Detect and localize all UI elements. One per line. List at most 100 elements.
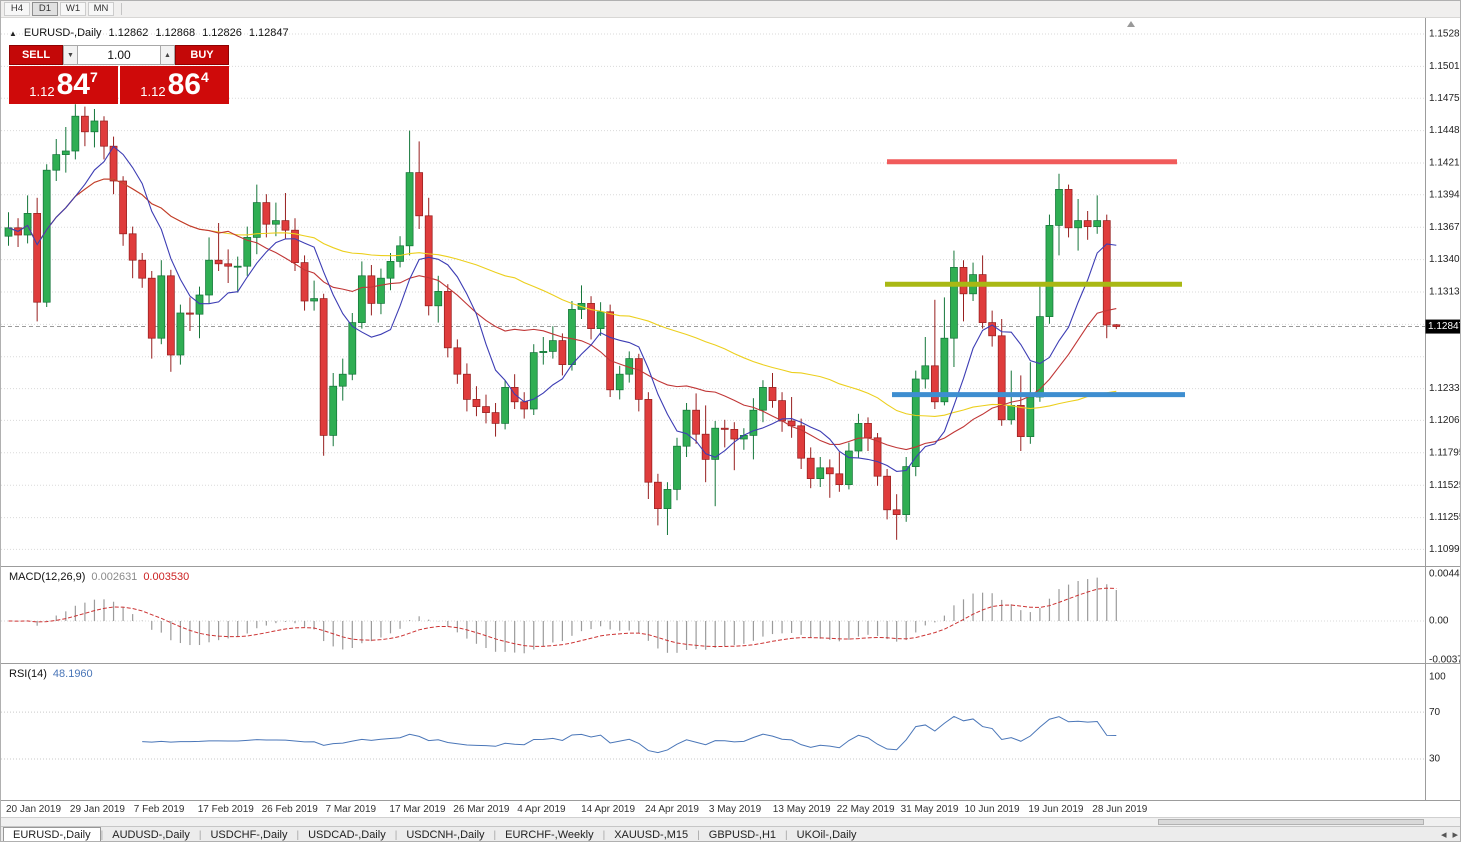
chart-hscrollbar[interactable] bbox=[1, 817, 1460, 826]
ask-main-digits: 86 bbox=[167, 68, 201, 101]
volume-input[interactable] bbox=[78, 45, 160, 65]
chart-tabs-bar: EURUSD-,Daily | AUDUSD-,Daily | USDCHF-,Dail… bbox=[1, 826, 1460, 841]
ask-price-display[interactable]: 1.12 86 4 bbox=[120, 66, 229, 104]
svg-text:70: 70 bbox=[1429, 707, 1441, 718]
svg-text:30: 30 bbox=[1429, 754, 1441, 765]
sell-button[interactable]: SELL bbox=[9, 45, 63, 65]
buy-button[interactable]: BUY bbox=[175, 45, 229, 65]
svg-text:1.13945: 1.13945 bbox=[1429, 189, 1461, 200]
svg-text:1.12847: 1.12847 bbox=[1428, 321, 1461, 332]
chart-tab-eurusd[interactable]: EURUSD-,Daily bbox=[3, 827, 101, 841]
svg-text:1.12330: 1.12330 bbox=[1429, 383, 1461, 394]
current-price-tag: 1.12847 bbox=[1425, 319, 1461, 334]
tab-separator: | bbox=[296, 829, 300, 841]
quote-close: 1.12847 bbox=[248, 27, 289, 39]
svg-text:0.004465: 0.004465 bbox=[1429, 569, 1461, 580]
bid-price-display[interactable]: 1.12 84 7 bbox=[9, 66, 118, 104]
svg-text:14 Apr 2019: 14 Apr 2019 bbox=[581, 804, 635, 815]
tab-separator: | bbox=[785, 829, 788, 841]
bid-prefix: 1.12 bbox=[29, 84, 55, 99]
chart-tab-eurchf[interactable]: EURCHF-,Weekly bbox=[505, 829, 594, 841]
macd-signal-line bbox=[8, 587, 1117, 648]
quote-open: 1.12862 bbox=[108, 27, 149, 39]
fast-ma-line bbox=[8, 145, 1117, 472]
period-buttons: H4 D1 W1 MN bbox=[4, 2, 114, 16]
macd-axis: 0.004465 0.00 -0.003715 bbox=[1429, 569, 1461, 666]
svg-text:1.11525: 1.11525 bbox=[1429, 480, 1461, 491]
tab-scroll-left-icon[interactable]: ◂ bbox=[1440, 829, 1447, 841]
quote-high: 1.12868 bbox=[155, 27, 196, 39]
macd-indicator-label: MACD(12,26,9) 0.002631 0.003530 bbox=[9, 571, 189, 583]
svg-text:22 May 2019: 22 May 2019 bbox=[837, 804, 895, 815]
rsi-line bbox=[142, 715, 1117, 754]
tab-separator: | bbox=[697, 829, 700, 841]
svg-text:7 Mar 2019: 7 Mar 2019 bbox=[326, 804, 377, 815]
period-toolbar: H4 D1 W1 MN bbox=[1, 1, 1460, 18]
rsi-name: RSI(14) bbox=[9, 668, 47, 680]
mid-ma-line bbox=[8, 178, 1117, 451]
period-button-mn[interactable]: MN bbox=[88, 2, 114, 16]
chart-tab-usdchf[interactable]: USDCHF-,Daily bbox=[210, 829, 288, 841]
svg-text:7 Feb 2019: 7 Feb 2019 bbox=[134, 804, 185, 815]
macd-signal-value: 0.003530 bbox=[143, 571, 190, 583]
ask-prefix: 1.12 bbox=[140, 84, 166, 99]
period-button-h4[interactable]: H4 bbox=[4, 2, 30, 16]
chart-tab-xauusd[interactable]: XAUUSD-,M15 bbox=[614, 829, 689, 841]
period-button-d1[interactable]: D1 bbox=[32, 2, 58, 16]
ask-pip-digit: 4 bbox=[200, 69, 209, 85]
chart-symbol-title: EURUSD-,Daily bbox=[23, 27, 102, 39]
svg-text:26 Feb 2019: 26 Feb 2019 bbox=[262, 804, 319, 815]
chart-hscroll-thumb[interactable] bbox=[1158, 819, 1424, 825]
tab-separator: | bbox=[100, 829, 104, 841]
tab-separator: | bbox=[394, 829, 398, 841]
macd-histogram bbox=[17, 577, 1117, 654]
svg-text:1.14480: 1.14480 bbox=[1429, 125, 1461, 136]
svg-text:1.15015: 1.15015 bbox=[1429, 61, 1461, 72]
svg-text:0.00: 0.00 bbox=[1429, 616, 1449, 627]
tab-separator: | bbox=[198, 829, 202, 841]
period-button-w1[interactable]: W1 bbox=[60, 2, 86, 16]
svg-text:28 Jun 2019: 28 Jun 2019 bbox=[1092, 804, 1147, 815]
svg-text:13 May 2019: 13 May 2019 bbox=[773, 804, 831, 815]
price-axis[interactable]: 1.15285 1.15015 1.14750 1.14480 1.14210 1.139… bbox=[1429, 29, 1461, 555]
quote-low: 1.12826 bbox=[202, 27, 242, 39]
date-axis[interactable]: 20 Jan 2019 29 Jan 2019 7 Feb 2019 17 Feb 2… bbox=[6, 804, 1148, 815]
svg-text:1.10990: 1.10990 bbox=[1429, 544, 1461, 555]
svg-text:1.14750: 1.14750 bbox=[1429, 93, 1461, 104]
svg-text:20 Jan 2019: 20 Jan 2019 bbox=[6, 804, 61, 815]
svg-text:24 Apr 2019: 24 Apr 2019 bbox=[645, 804, 699, 815]
chart-tab-gbpusd[interactable]: GBPUSD-,H1 bbox=[708, 829, 777, 841]
svg-text:4 Apr 2019: 4 Apr 2019 bbox=[517, 804, 566, 815]
bid-main-digits: 84 bbox=[56, 68, 90, 101]
svg-text:29 Jan 2019: 29 Jan 2019 bbox=[70, 804, 125, 815]
svg-text:1.13135: 1.13135 bbox=[1429, 287, 1461, 298]
collapse-arrow-icon[interactable]: ▲ bbox=[9, 28, 17, 38]
chart-tab-audusd[interactable]: AUDUSD-,Daily bbox=[112, 829, 190, 841]
svg-text:1.14210: 1.14210 bbox=[1429, 158, 1461, 169]
candles bbox=[4, 104, 1121, 540]
tab-separator: | bbox=[602, 829, 606, 841]
svg-text:26 Mar 2019: 26 Mar 2019 bbox=[453, 804, 510, 815]
svg-text:1.11255: 1.11255 bbox=[1429, 512, 1461, 523]
svg-text:100: 100 bbox=[1429, 672, 1446, 683]
svg-text:17 Mar 2019: 17 Mar 2019 bbox=[389, 804, 446, 815]
chart-tab-usdcad[interactable]: USDCAD-,Daily bbox=[308, 829, 386, 841]
chart-tabs: EURUSD-,Daily | AUDUSD-,Daily | USDCHF-,Dail… bbox=[3, 827, 866, 841]
svg-text:19 Jun 2019: 19 Jun 2019 bbox=[1028, 804, 1083, 815]
tab-separator: | bbox=[493, 829, 497, 841]
chart-tab-ukoil[interactable]: UKOil-,Daily bbox=[796, 829, 857, 841]
volume-decrease-button[interactable]: ▼ bbox=[63, 45, 78, 65]
bid-pip-digit: 7 bbox=[89, 69, 98, 85]
macd-main-value: 0.002631 bbox=[91, 571, 138, 583]
svg-text:-0.003715: -0.003715 bbox=[1429, 655, 1461, 666]
chart-tab-usdcnh[interactable]: USDCNH-,Daily bbox=[406, 829, 485, 841]
svg-text:1.11795: 1.11795 bbox=[1429, 447, 1461, 458]
one-click-trading-panel: SELL ▼ ▲ BUY 1.12 84 7 1.12 86 4 bbox=[9, 45, 229, 104]
chart-shift-marker-icon[interactable] bbox=[1127, 21, 1135, 27]
toolbar-separator bbox=[121, 3, 122, 15]
volume-increase-button[interactable]: ▲ bbox=[160, 45, 175, 65]
tab-scroll-right-icon[interactable]: ▸ bbox=[1452, 829, 1458, 841]
svg-text:1.13405: 1.13405 bbox=[1429, 254, 1461, 265]
